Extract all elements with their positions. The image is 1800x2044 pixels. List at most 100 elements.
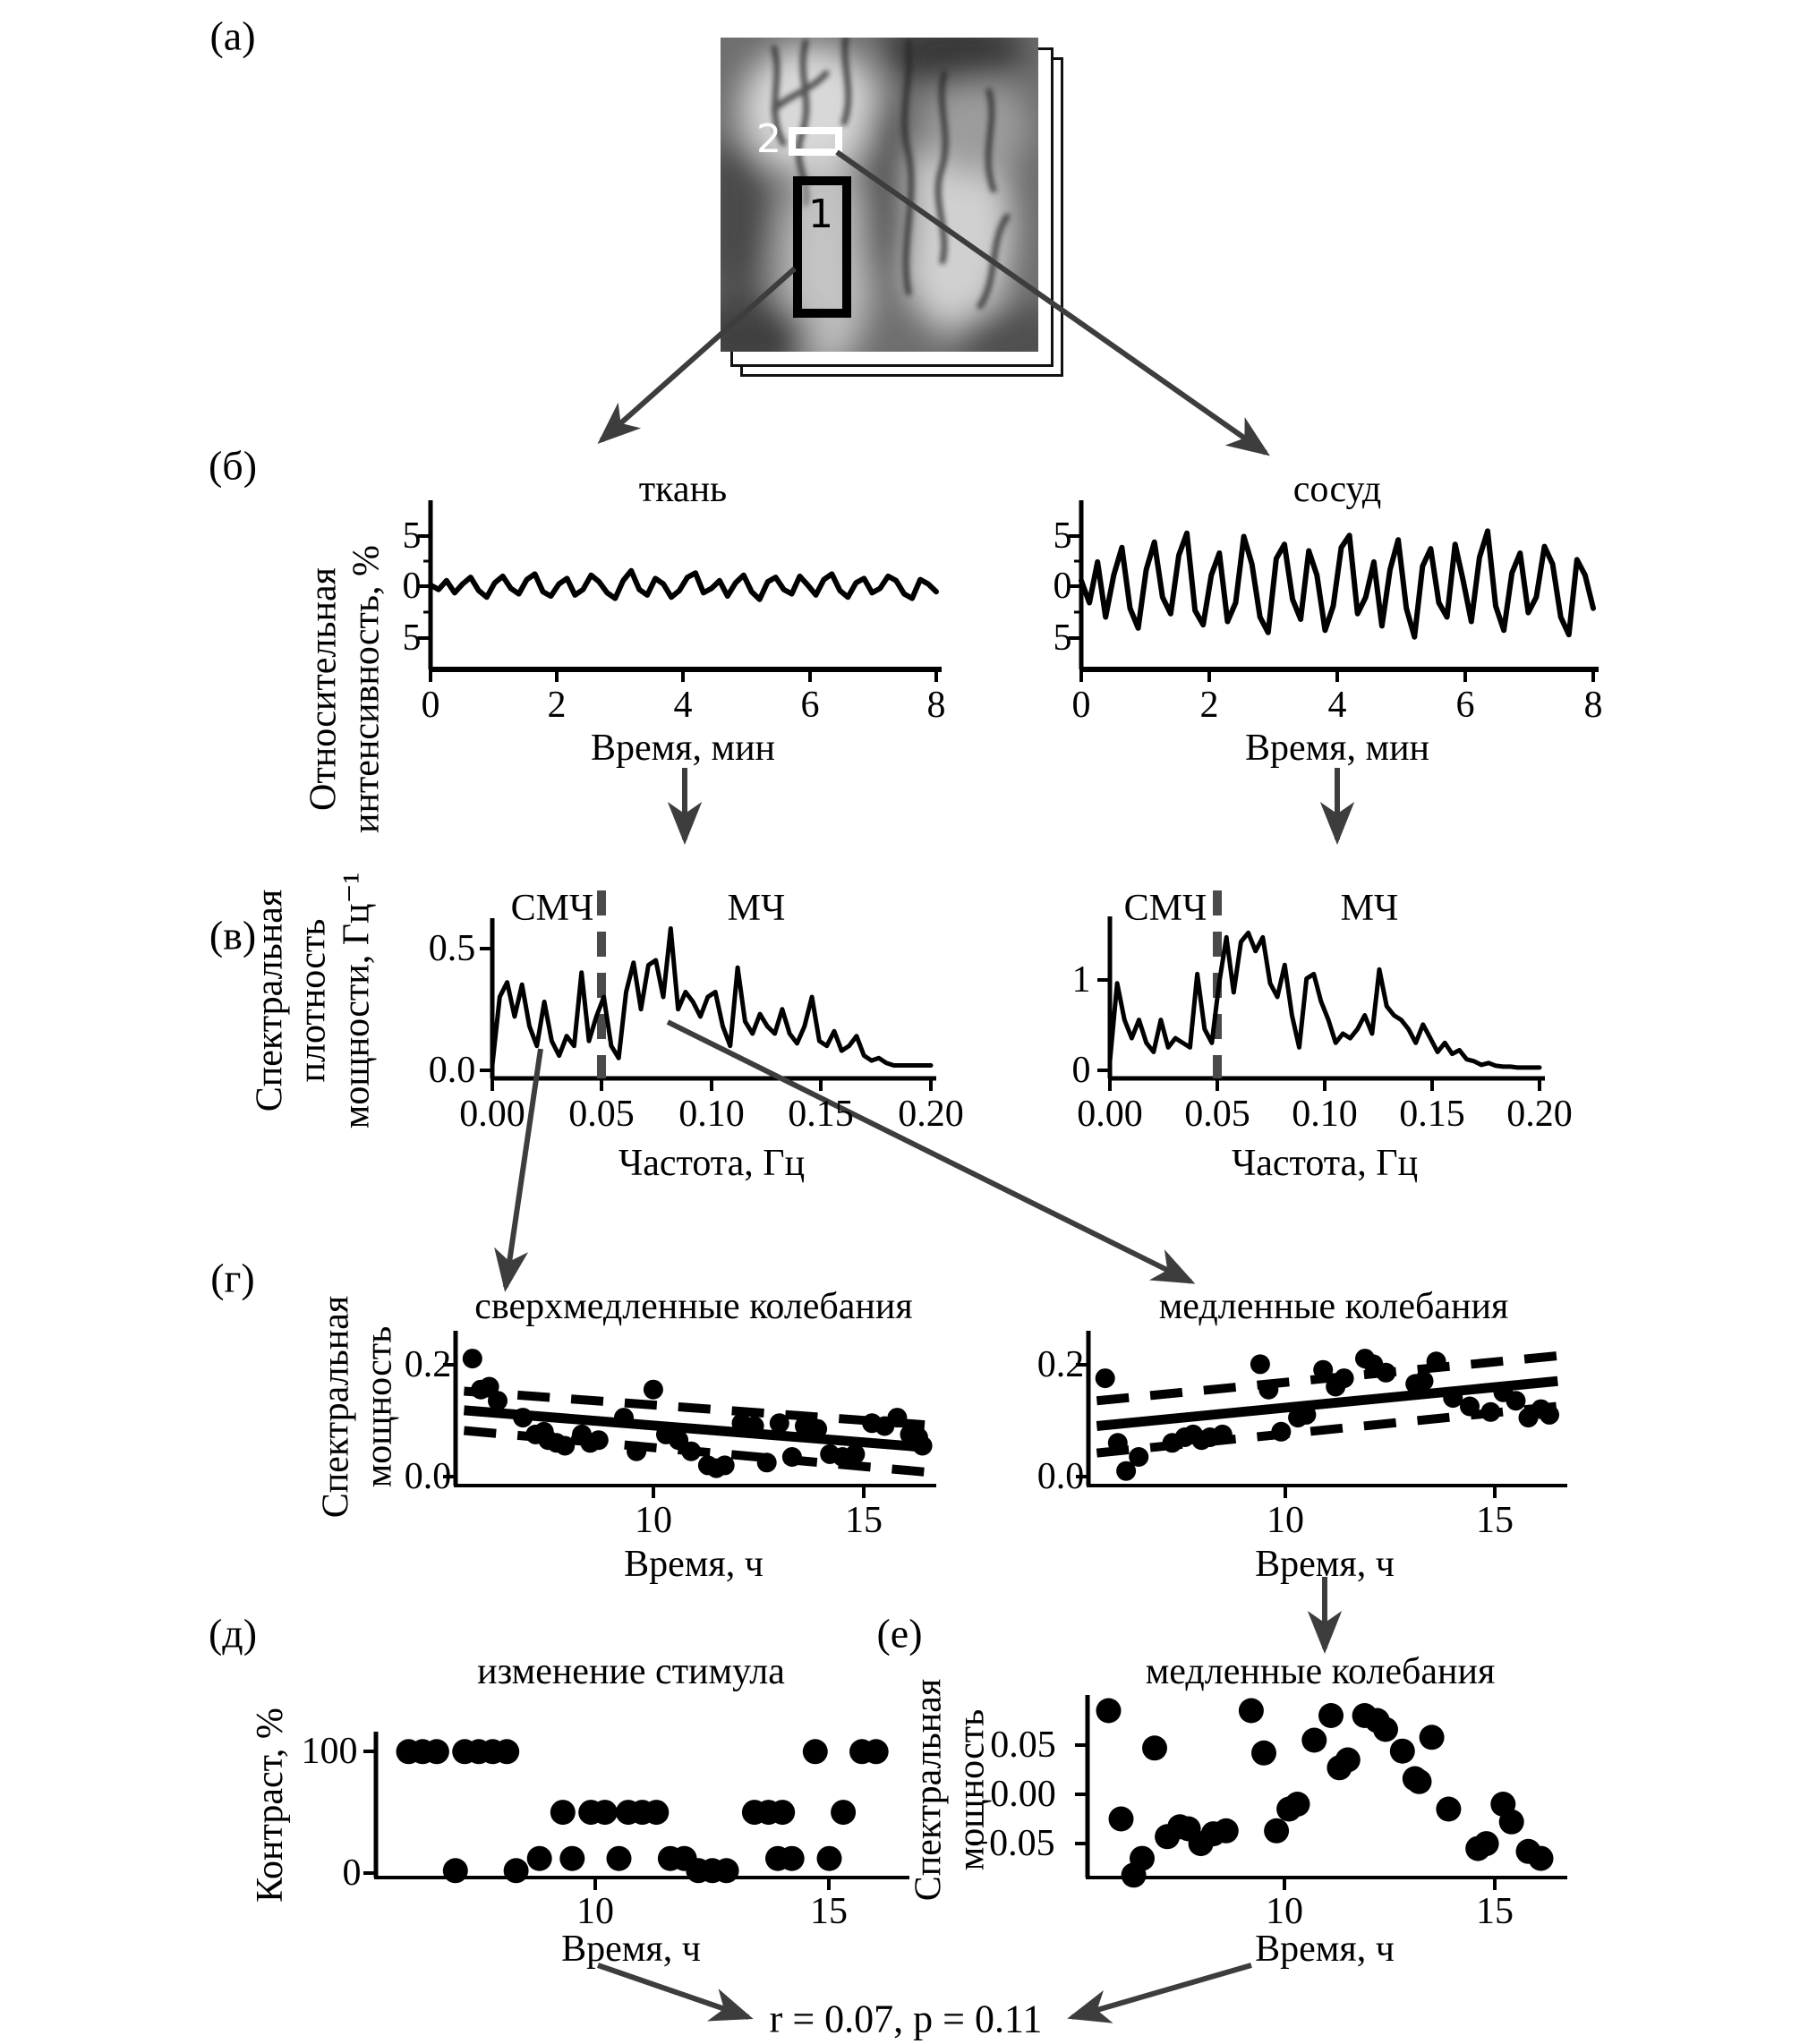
- slow_power_detrended_vs_time-point-15: [1284, 1792, 1310, 1817]
- vessel-ytick-p5: 5: [1053, 515, 1072, 557]
- slow_power_detrended_vs_time-point-27: [1436, 1796, 1462, 1822]
- ultraslow-title: сверхмедленные колебания: [474, 1286, 913, 1327]
- tissue-ytick-m5: 5: [402, 617, 422, 659]
- tissue-psd-band-smch: СМЧ: [510, 888, 594, 929]
- stimulus_contrast_vs_time-point-12: [592, 1800, 618, 1826]
- slow_power_detrended_vs_time-point-23: [1389, 1738, 1415, 1764]
- slow_power_detrended_vs_time-point-0: [1096, 1698, 1122, 1724]
- ultraslow_power_vs_time-point-0: [462, 1349, 482, 1369]
- slow_power_detrended_vs_time-point-13: [1264, 1818, 1290, 1844]
- slow_power_detrended_vs_time-point-16: [1301, 1727, 1327, 1753]
- ultraslow-xtick-10: 10: [635, 1500, 672, 1541]
- slow_power_detrended_vs_time-point-1: [1108, 1806, 1134, 1832]
- vessel-xtick-6: 6: [1455, 685, 1475, 726]
- stimulus_contrast_vs_time-point-21: [559, 1845, 585, 1871]
- tissue-psd-xtick-020: 0.20: [898, 1094, 964, 1135]
- vessel-xtick-2: 2: [1199, 685, 1219, 726]
- tissue-psd-xtick-000: 0.00: [459, 1094, 525, 1135]
- tissue-psd-ytick-05: 0.5: [428, 928, 476, 969]
- slow-xtick-10: 10: [1267, 1500, 1304, 1541]
- vessel-psd-xtick-015: 0.15: [1399, 1094, 1465, 1135]
- stimulus_contrast_vs_time-point-28: [442, 1858, 468, 1884]
- stimulus_contrast_vs_time-point-6: [494, 1739, 520, 1765]
- contrast-axis-label: Контраст, %: [249, 1708, 291, 1903]
- ultraslow-ytick-02: 0.2: [404, 1344, 452, 1385]
- panel-label-e: (е): [876, 1610, 923, 1656]
- vessel_timeseries-curve: [1079, 528, 1596, 640]
- stimulus_contrast_vs_time-point-29: [503, 1858, 529, 1884]
- slow-ytick-02: 0.2: [1036, 1344, 1085, 1385]
- tissue-psd-xtick-015: 0.15: [788, 1094, 854, 1135]
- tissue-ytick-0: 0: [402, 566, 422, 607]
- stimulus-xaxis-label: Время, ч: [561, 1929, 701, 1970]
- slow-xtick-15: 15: [1476, 1500, 1514, 1541]
- stimulus_contrast_vs_time-point-2: [423, 1739, 449, 1765]
- tissue-xaxis-label: Время, мин: [590, 728, 776, 769]
- stimulus_contrast_vs_time-point-22: [606, 1845, 632, 1871]
- slow-detrended-ytick-m005: −0.05: [968, 1823, 1055, 1864]
- vessel-xtick-0: 0: [1071, 685, 1091, 726]
- slow_power_detrended_vs_time-point-22: [1373, 1716, 1398, 1742]
- tissue-ytick-p5: 5: [402, 515, 422, 557]
- tissue-psd-xtick-010: 0.10: [678, 1094, 745, 1135]
- slow-detrended-ytick-p005: 0.05: [990, 1725, 1056, 1766]
- stimulus_contrast_vs_time-point-32: [713, 1858, 739, 1884]
- stimulus_contrast_vs_time-point-15: [644, 1800, 670, 1826]
- stimulus-title: изменение стимула: [477, 1651, 785, 1692]
- stimulus-ytick-100: 100: [301, 1731, 358, 1772]
- panel-label-d: (д): [208, 1610, 258, 1656]
- ultraslow_power_vs_time-ci-lower: [463, 1426, 927, 1477]
- correlation-result-text: r = 0.07, p = 0.11: [769, 1997, 1043, 2041]
- tissue-psd-band-mch: МЧ: [727, 888, 786, 929]
- stimulus_contrast_vs_time-point-7: [802, 1739, 828, 1765]
- slow_power_detrended_vs_time-point-11: [1238, 1698, 1264, 1724]
- slow_power_detrended_vs_time-point-29: [1473, 1831, 1499, 1857]
- stimulus_contrast_vs_time-point-10: [550, 1800, 576, 1826]
- ultraslow_power_vs_time-trend-line: [463, 1405, 927, 1452]
- slow-ytick-00: 0.0: [1036, 1456, 1085, 1497]
- ultraslow_power_vs_time-point-17: [669, 1430, 689, 1451]
- ultraslow-xtick-15: 15: [845, 1500, 883, 1541]
- stimulus_contrast_vs_time-point-19: [831, 1800, 857, 1826]
- tissue-xtick-4: 4: [673, 685, 693, 726]
- panel-label-b: (б): [208, 442, 258, 489]
- vessel-ytick-m5: 5: [1053, 617, 1072, 659]
- arrow-stimulus-to-correlation: [597, 1963, 754, 2022]
- tissue-xtick-8: 8: [926, 685, 946, 726]
- slow_power_vs_time-point-0: [1095, 1368, 1115, 1389]
- slow_power_detrended_vs_time-point-33: [1528, 1845, 1554, 1871]
- stimulus_contrast_vs_time-point-18: [770, 1800, 796, 1826]
- slow_power_vs_time-ci-lower: [1096, 1401, 1558, 1458]
- vessel-psd-ytick-0: 0: [1071, 1050, 1091, 1091]
- ultraslow_power_vs_time-point-15: [643, 1379, 663, 1400]
- vessel-psd-xtick-000: 0.00: [1077, 1094, 1143, 1135]
- slow_power_detrended_vs_time-point-10: [1213, 1818, 1239, 1844]
- slow_power_detrended_vs_time-point-3: [1130, 1845, 1155, 1871]
- tissue-xtick-6: 6: [800, 685, 820, 726]
- vessel-xtick-8: 8: [1583, 685, 1603, 726]
- slow-xaxis-label: Время, ч: [1255, 1544, 1395, 1585]
- slow_power_vs_time-point-28: [1506, 1391, 1526, 1411]
- ultraslow_power_vs_time-point-9: [555, 1435, 576, 1456]
- slow_power_detrended_vs_time-point-19: [1335, 1747, 1361, 1773]
- stimulus_contrast_vs_time-point-9: [863, 1739, 889, 1765]
- vessel_psd-curve: [1107, 930, 1542, 1070]
- slow_power_vs_time-point-3: [1129, 1447, 1149, 1467]
- vessel-psd-band-smch: СМЧ: [1123, 888, 1207, 929]
- panel-label-g: (г): [210, 1255, 255, 1301]
- slow_power_detrended_vs_time-point-17: [1318, 1703, 1344, 1728]
- intensity-axis-label: Относительная интенсивность, %: [303, 544, 388, 834]
- ultraslow_power_vs_time-point-25: [769, 1413, 789, 1434]
- stimulus_contrast_vs_time-point-27: [816, 1845, 842, 1871]
- slow-detrended-xaxis-label: Время, ч: [1255, 1929, 1395, 1970]
- arrow-detrended-to-correlation: [1067, 1963, 1252, 2023]
- tissue_timeseries-curve: [428, 567, 939, 602]
- vessel-psd-ytick-1: 1: [1071, 959, 1091, 1001]
- roi-2-number: 2: [756, 116, 781, 162]
- stimulus-xtick-10: 10: [576, 1891, 614, 1932]
- vessel-psd-xtick-010: 0.10: [1292, 1094, 1358, 1135]
- slow_power_vs_time-point-10: [1250, 1354, 1270, 1375]
- vessel-psd-xtick-005: 0.05: [1184, 1094, 1250, 1135]
